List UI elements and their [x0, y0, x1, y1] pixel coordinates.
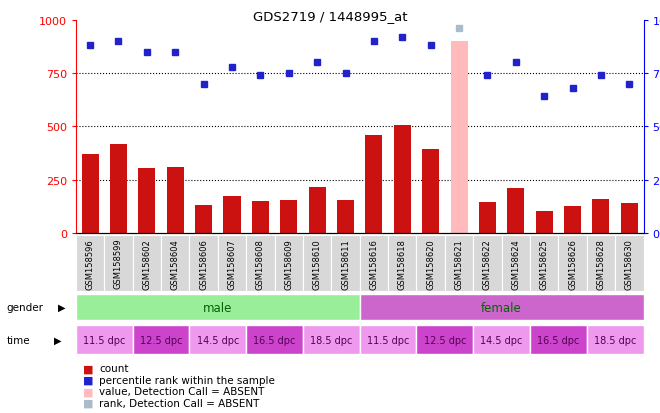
Bar [558, 235, 587, 291]
Bar [133, 235, 161, 291]
Bar [479, 202, 496, 233]
Bar [139, 169, 155, 233]
Text: ■: ■ [82, 398, 93, 408]
Bar [360, 294, 644, 320]
Text: GSM158609: GSM158609 [284, 238, 293, 289]
Text: GSM158620: GSM158620 [426, 238, 435, 289]
Bar [76, 294, 360, 320]
Text: GDS2719 / 1448995_at: GDS2719 / 1448995_at [253, 10, 407, 23]
Text: GSM158628: GSM158628 [597, 238, 605, 289]
Text: GSM158606: GSM158606 [199, 238, 208, 289]
Text: GSM158616: GSM158616 [370, 238, 378, 289]
Text: GSM158624: GSM158624 [512, 238, 520, 289]
Bar [224, 196, 240, 233]
Bar [360, 235, 388, 291]
Bar [76, 325, 133, 354]
Bar [473, 325, 530, 354]
Bar [473, 235, 502, 291]
Text: GSM158618: GSM158618 [398, 238, 407, 289]
Bar [445, 235, 473, 291]
Text: ■: ■ [82, 387, 93, 396]
Bar [621, 204, 638, 233]
Bar [502, 235, 530, 291]
Bar [195, 206, 212, 233]
Bar [536, 211, 552, 233]
Bar [252, 202, 269, 233]
Bar [218, 235, 246, 291]
Text: GSM158622: GSM158622 [483, 238, 492, 289]
Text: 18.5 dpc: 18.5 dpc [310, 335, 352, 345]
Bar [189, 235, 218, 291]
Text: count: count [99, 363, 129, 373]
Bar [280, 200, 297, 233]
Bar [275, 235, 303, 291]
Text: 12.5 dpc: 12.5 dpc [140, 335, 182, 345]
Text: GSM158608: GSM158608 [256, 238, 265, 289]
Bar [110, 145, 127, 233]
Bar [530, 325, 587, 354]
Text: 18.5 dpc: 18.5 dpc [594, 335, 636, 345]
Text: 14.5 dpc: 14.5 dpc [197, 335, 239, 345]
Text: male: male [203, 301, 232, 314]
Bar [82, 154, 98, 233]
Bar [309, 188, 325, 233]
Text: GSM158610: GSM158610 [313, 238, 321, 289]
Bar [388, 235, 416, 291]
Bar [530, 235, 558, 291]
Bar [416, 325, 473, 354]
Text: GSM158626: GSM158626 [568, 238, 577, 289]
Text: GSM158611: GSM158611 [341, 238, 350, 289]
Text: 16.5 dpc: 16.5 dpc [253, 335, 296, 345]
Bar [133, 325, 189, 354]
Text: GSM158602: GSM158602 [143, 238, 151, 289]
Bar [104, 235, 133, 291]
Text: 12.5 dpc: 12.5 dpc [424, 335, 466, 345]
Text: time: time [7, 335, 30, 345]
Bar [303, 235, 331, 291]
Text: GSM158607: GSM158607 [228, 238, 236, 289]
Text: GSM158596: GSM158596 [86, 238, 94, 289]
Bar [246, 325, 303, 354]
Bar [246, 235, 275, 291]
Text: 11.5 dpc: 11.5 dpc [83, 335, 125, 345]
Text: 16.5 dpc: 16.5 dpc [537, 335, 579, 345]
Bar [564, 207, 581, 233]
Text: value, Detection Call = ABSENT: value, Detection Call = ABSENT [99, 387, 265, 396]
Text: female: female [481, 301, 522, 314]
Bar [394, 126, 411, 233]
Bar [167, 167, 183, 233]
Bar [76, 235, 104, 291]
Bar [587, 325, 644, 354]
Bar [416, 235, 445, 291]
Bar [360, 325, 416, 354]
Bar [451, 42, 467, 233]
Text: 11.5 dpc: 11.5 dpc [367, 335, 409, 345]
Text: GSM158604: GSM158604 [171, 238, 180, 289]
Text: rank, Detection Call = ABSENT: rank, Detection Call = ABSENT [99, 398, 259, 408]
Text: ■: ■ [82, 363, 93, 373]
Bar [422, 150, 439, 233]
Bar [508, 189, 524, 233]
Text: ▶: ▶ [58, 302, 65, 312]
Bar [331, 235, 360, 291]
Text: GSM158599: GSM158599 [114, 238, 123, 289]
Text: gender: gender [7, 302, 44, 312]
Text: 14.5 dpc: 14.5 dpc [480, 335, 523, 345]
Bar [303, 325, 360, 354]
Text: GSM158625: GSM158625 [540, 238, 548, 289]
Bar [161, 235, 189, 291]
Bar [615, 235, 644, 291]
Text: ▶: ▶ [54, 335, 61, 345]
Bar [587, 235, 615, 291]
Bar [189, 325, 246, 354]
Bar [593, 199, 609, 233]
Text: GSM158621: GSM158621 [455, 238, 463, 289]
Text: ■: ■ [82, 375, 93, 385]
Text: percentile rank within the sample: percentile rank within the sample [99, 375, 275, 385]
Bar [366, 135, 382, 233]
Bar [337, 200, 354, 233]
Text: GSM158630: GSM158630 [625, 238, 634, 289]
